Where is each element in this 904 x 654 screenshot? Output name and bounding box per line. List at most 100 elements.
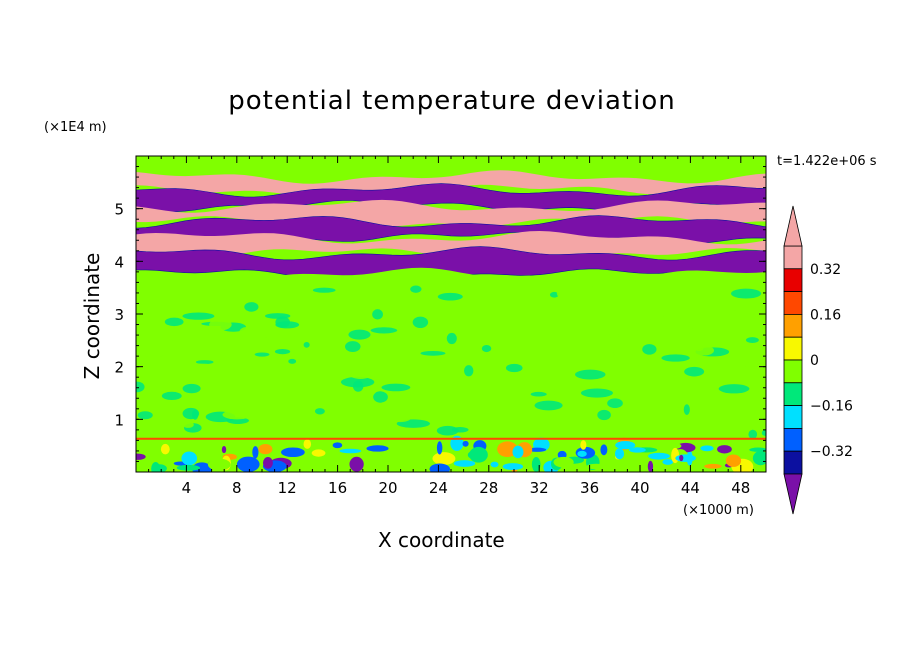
field-patch [195,369,209,377]
field-patch [302,313,328,319]
field-patch [675,454,696,463]
field-patch [252,446,259,459]
field-patch [207,458,231,471]
field-patch [227,432,252,438]
field-patch [437,292,463,301]
field-patch [421,298,431,307]
field-patch [725,454,742,467]
field-patch [327,336,336,346]
field-patch [626,322,641,332]
colorbar-box [783,359,803,384]
field-patch [754,329,766,340]
field-patch [575,430,588,436]
field-patch [464,365,474,377]
field-patch [181,451,198,466]
field-patch [545,431,552,437]
x-tick-label: 48 [731,479,750,497]
field-patch [432,452,456,465]
field-patch [627,279,637,288]
chart-title: potential temperature deviation [228,86,676,116]
colorbar-tick-label: −0.16 [810,399,853,415]
colorbar-box [783,245,803,270]
field-patch [412,316,429,329]
field-patch [395,336,409,344]
field-patch [366,445,389,452]
field-patch [314,408,325,415]
x-tick-label: 40 [630,479,649,497]
y-tick-label: 2 [114,359,124,377]
field-patch [549,291,559,298]
field-patch [366,291,393,303]
field-patch [629,462,642,472]
field-patch [381,383,411,392]
field-patch [490,461,499,468]
field-patch [745,337,759,343]
field-patch [429,463,451,472]
field-layer [136,170,766,196]
field-patch [655,363,674,370]
field-layer [136,231,766,260]
field-patch [223,281,232,292]
colorbar-box [783,405,803,429]
field-patch [137,411,153,420]
field-patch [136,453,146,460]
field-patch [569,312,596,322]
field-patch [259,337,269,344]
field-patch [195,360,214,365]
field-patch [710,405,722,414]
field-patch [436,425,459,436]
field-patch [679,454,684,462]
field-patch [597,409,611,421]
field-patch [236,456,260,472]
field-patch [731,288,762,299]
field-patch [703,362,734,371]
field-patch [254,352,270,357]
field-patch [161,391,182,401]
field-patch [751,389,760,400]
field-patch [580,388,613,398]
field-patch [209,318,232,331]
field-patch [686,358,700,368]
field-patch [275,321,300,329]
field-patch [553,386,565,399]
field-patch [553,456,574,468]
field-patch [368,316,397,325]
colorbar-box [783,313,803,338]
field-patch [684,366,705,377]
field-patch [717,445,732,454]
field-patch [749,447,766,452]
field-patch [600,444,608,456]
x-tick-label: 32 [530,479,549,497]
field-patch [469,446,488,463]
field-patch [580,440,587,450]
field-patch [689,379,703,386]
colorbar-box [783,336,803,361]
colorbar-box [783,268,803,292]
field-patch [481,344,492,353]
field-patch [642,344,657,355]
field-patch [337,416,363,422]
x-axis-label: X coordinate [378,528,505,552]
field-patch [514,413,528,421]
colorbar-box [783,427,803,452]
field-patch [352,394,368,406]
y-tick-label: 3 [114,306,124,324]
field-patch [752,451,766,466]
field-patch [556,288,569,299]
field-patch [626,313,656,324]
x-tick-label: 8 [232,479,242,497]
field-patch [365,418,386,425]
field-patch [287,311,301,321]
field-patch [744,361,766,370]
field-boundary-line [136,437,766,440]
time-label: t=1.422e+06 s [777,154,877,169]
field-patch [281,447,305,458]
field-patch [274,348,291,355]
field-patch [176,464,201,471]
field-patch [607,398,623,409]
field-patch [170,337,201,349]
field-patch [440,346,450,353]
field-patch [305,430,325,441]
colorbar-top-arrow [783,205,803,247]
